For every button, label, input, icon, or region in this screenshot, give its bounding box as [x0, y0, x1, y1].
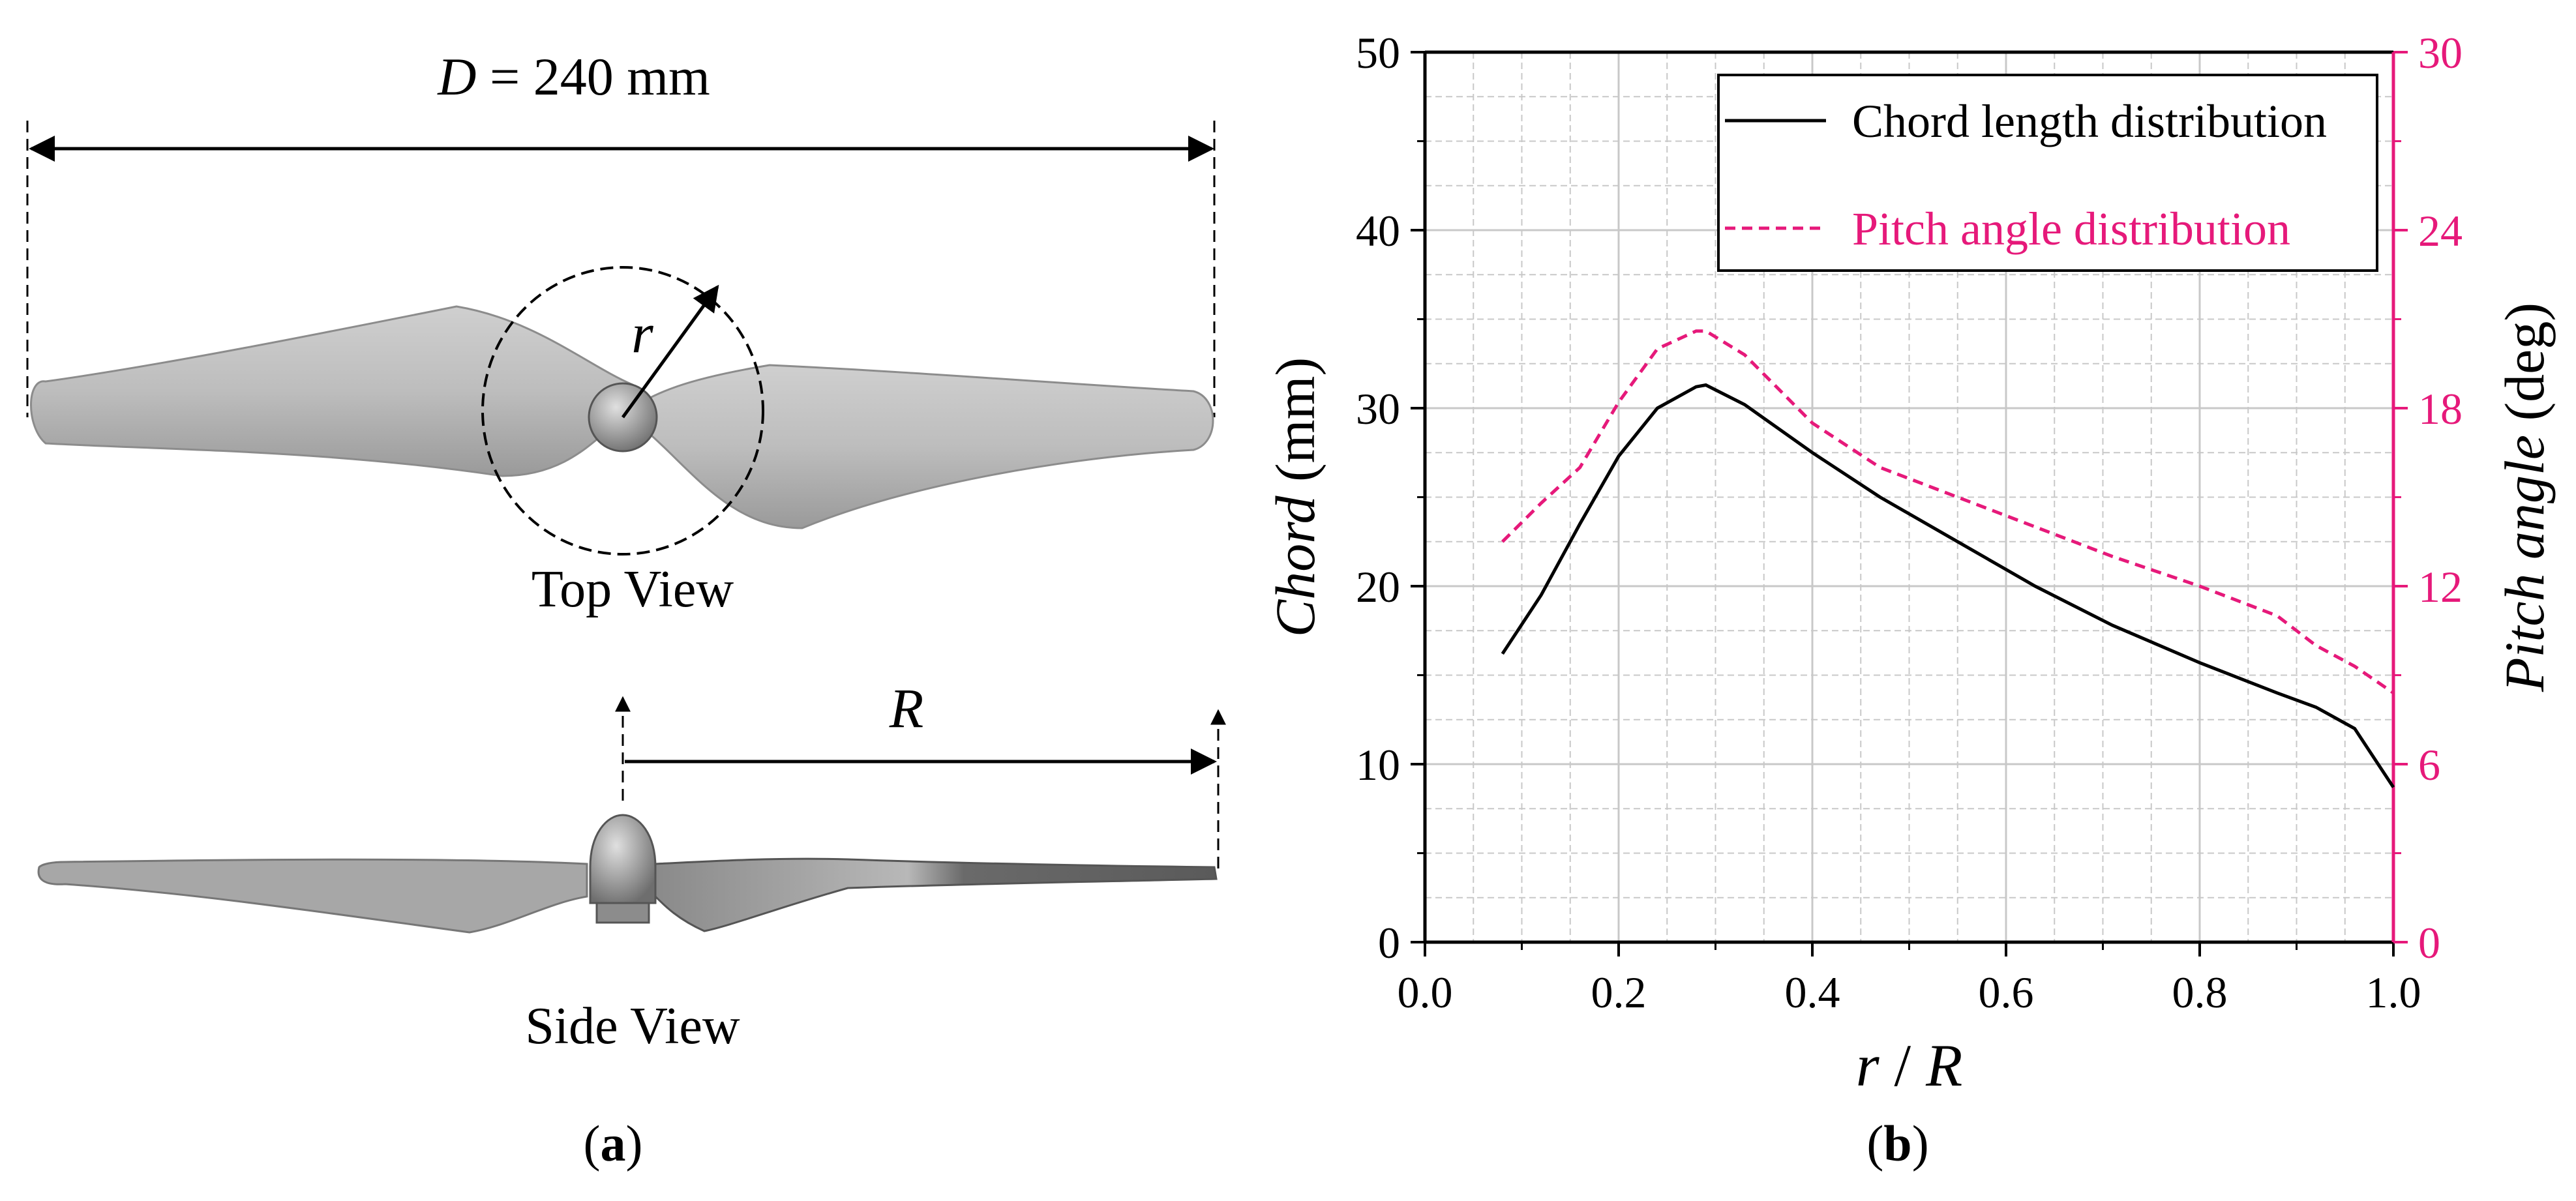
diameter-var: D	[437, 47, 476, 106]
y-tick-label: 0	[1378, 918, 1400, 968]
caption-b-letter: b	[1883, 1115, 1911, 1172]
y2-tick-label: 12	[2418, 562, 2463, 612]
x-axis-label-var2: R	[1925, 1032, 1962, 1099]
x-tick-label: 0.4	[1785, 968, 1840, 1017]
caption-b: (b)	[1866, 1115, 1928, 1172]
radius-circle	[481, 266, 764, 556]
y-tick-label: 30	[1356, 384, 1400, 434]
caption-a: (a)	[584, 1115, 643, 1172]
diameter-label: D = 240 mm	[437, 47, 710, 106]
x-tick-label: 0.2	[1591, 968, 1647, 1017]
legend-label: Chord length distribution	[1852, 95, 2327, 147]
y2-axis-label-var: Pitch angle	[2493, 435, 2556, 692]
y-tick-label: 20	[1356, 562, 1400, 612]
side-view-label: Side View	[525, 998, 740, 1055]
y-axis-label-unit: (mm)	[1264, 357, 1326, 496]
propeller-side-view	[37, 814, 1218, 934]
legend-box	[1717, 74, 2378, 272]
chart: 0.0 0.2 0.4 0.6 0.8 1.0010203040500612182430r…	[1264, 28, 2556, 1099]
x-axis-label: r / R	[1856, 1032, 1963, 1099]
x-axis-label-sep: /	[1880, 1032, 1926, 1099]
y2-tick-label: 24	[2418, 206, 2463, 256]
pitch-angle-line	[1501, 329, 2395, 694]
top-view-label: Top View	[532, 561, 734, 618]
y2-tick-label: 30	[2418, 28, 2463, 78]
caption-a-letter: a	[601, 1115, 626, 1172]
R-label: R	[889, 677, 924, 739]
y-tick-label: 40	[1356, 206, 1400, 256]
blade-left-side	[37, 858, 588, 934]
panel-a: D = 240 mm r Top View R Side View (a)	[26, 47, 1226, 1172]
x-tick-label: 0.0	[1398, 968, 1453, 1017]
y-axis-label-var: Chord	[1264, 495, 1326, 637]
panel-b: 0.0 0.2 0.4 0.6 0.8 1.0010203040500612182430r…	[1264, 28, 2556, 1172]
legend: Chord length distribution Pitch angle dis…	[1717, 74, 2378, 272]
hub-base	[595, 902, 650, 924]
radius-arrow	[621, 284, 719, 419]
radius-label: r	[631, 302, 653, 364]
y-tick-label: 10	[1356, 740, 1400, 790]
y-axis-label: Chord (mm)	[1264, 357, 1326, 637]
x-tick-label: 0.6	[1979, 968, 2034, 1017]
x-tick-label: 1.0	[2366, 968, 2421, 1017]
legend-label: Pitch angle distribution	[1852, 203, 2290, 255]
y2-tick-label: 18	[2418, 384, 2463, 434]
blade-right-top	[618, 364, 1214, 529]
x-axis-label-var1: r	[1856, 1032, 1880, 1099]
y2-tick-label: 6	[2418, 740, 2440, 790]
chord-length-line	[1501, 383, 2395, 788]
blade-right-side	[654, 857, 1218, 932]
y2-axis-label: Pitch angle (deg)	[2493, 303, 2556, 692]
hub-side	[589, 814, 657, 904]
y2-tick-label: 0	[2418, 918, 2440, 968]
y2-axis-label-unit: (deg)	[2493, 303, 2556, 435]
y-tick-label: 50	[1356, 28, 1400, 78]
x-tick-label: 0.8	[2172, 968, 2228, 1017]
blade-left-top	[30, 305, 634, 477]
diameter-value: = 240 mm	[476, 47, 710, 106]
propeller-top-view: r	[30, 266, 1214, 556]
